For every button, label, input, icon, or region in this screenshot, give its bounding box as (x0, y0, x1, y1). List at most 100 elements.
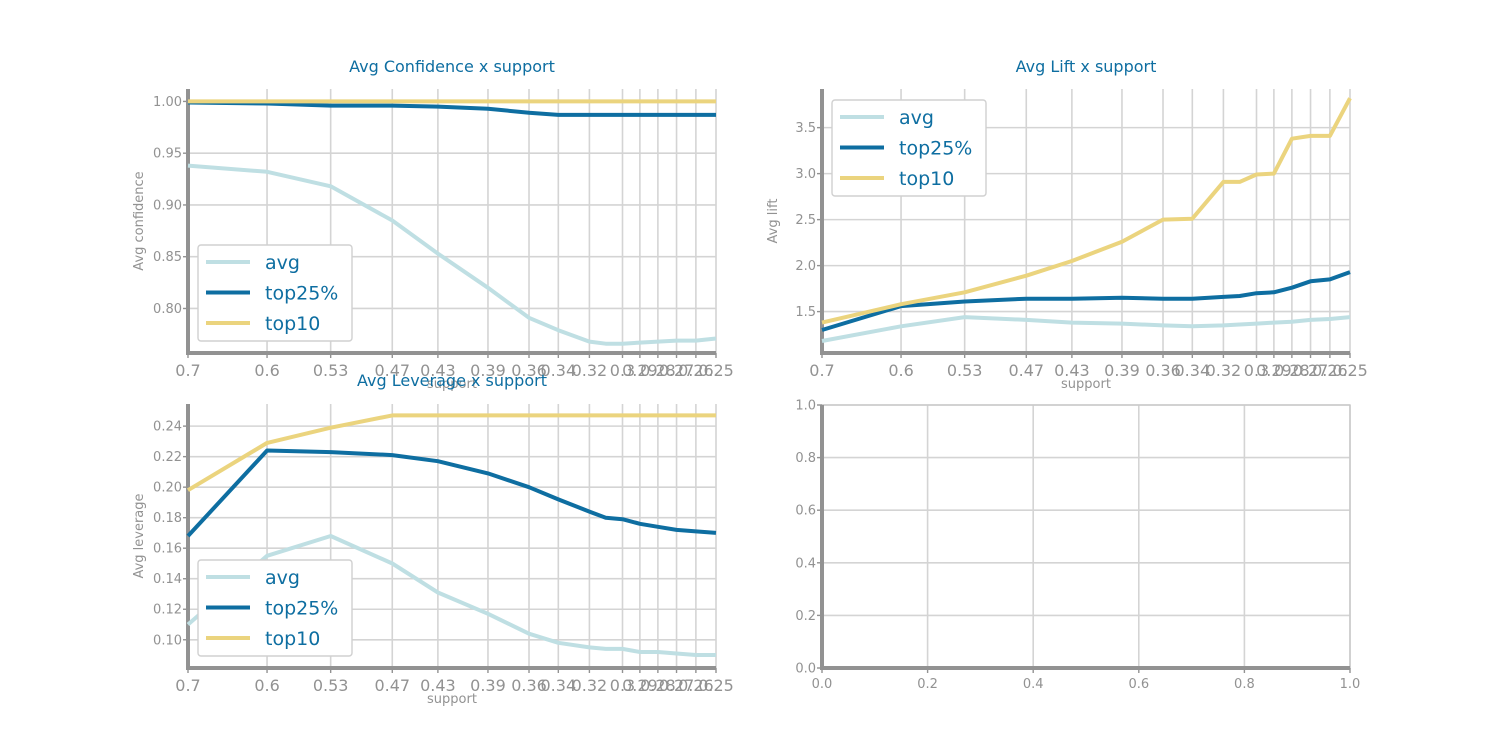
x-tick-label: 0.27 (1293, 361, 1329, 380)
x-tick-label: 0.3 (1244, 361, 1269, 380)
x-tick-label: 0.3 (610, 361, 635, 380)
legend-label: top25% (265, 283, 338, 305)
x-tick-label: 0.2 (917, 677, 938, 692)
x-tick-label: 0.26 (678, 361, 714, 380)
y-axis-label: Avg leverage (132, 493, 147, 578)
y-tick-label: 0.2 (795, 609, 816, 624)
chart-title: Avg Confidence x support (349, 57, 555, 76)
y-tick-label: 0.18 (153, 511, 182, 526)
x-tick-label: 0.39 (470, 676, 506, 695)
gridlines (187, 89, 717, 353)
chart-empty: 0.0 0.2 0.4 0.6 0.8 1.0 0.0 0.2 0.4 0.6 0.8 1.0 (795, 399, 1360, 693)
chart-title: Avg Lift x support (1016, 57, 1157, 76)
y-tick-label: 3.0 (795, 167, 816, 182)
x-axis-label: support (427, 377, 477, 392)
y-axis-label: Avg confidence (132, 171, 147, 270)
x-tick-label: 0.7 (809, 361, 834, 380)
x-tick-label: 0.43 (1054, 361, 1090, 380)
y-tick-label: 3.5 (795, 121, 816, 136)
y-tick-label: 0.10 (153, 633, 182, 648)
legend-frame (831, 99, 987, 197)
x-tick-label: 0.28 (640, 361, 676, 380)
x-tick-label: 0.32 (572, 361, 608, 380)
legend-frame (197, 244, 353, 342)
legend-label: avg (899, 107, 934, 129)
y-tick-label: 0.8 (795, 451, 816, 466)
series-line-top10 (186, 413, 716, 492)
y-tick-label: 0.16 (153, 542, 182, 557)
x-tick-label: 0.36 (1145, 361, 1181, 380)
y-tick-label: 0.22 (153, 450, 182, 465)
x-tick-label: 0.39 (1104, 361, 1140, 380)
x-tick-label: 0.34 (1175, 361, 1211, 380)
y-tick-label: 0.90 (153, 198, 182, 213)
gridlines (821, 404, 1351, 669)
y-tick-label: 1.5 (795, 305, 816, 320)
x-tick-label: 0.43 (420, 361, 456, 380)
x-tick-label: 1.0 (1340, 677, 1361, 692)
chart-leverage: 0.10 0.12 0.14 0.16 0.18 0.20 0.22 0.24 0.7 0.6 0.… (132, 371, 734, 707)
x-tick-label: 0.28 (640, 676, 676, 695)
y-tick-label: 0.20 (153, 481, 182, 496)
x-tick-label: 0.8 (1234, 677, 1255, 692)
x-tick-label: 0.6 (1128, 677, 1149, 692)
x-tick-label: 0.53 (947, 361, 983, 380)
series-line-top25pct (821, 270, 1351, 332)
x-tick-label: 0.6 (254, 361, 279, 380)
x-tick-label: 0.36 (511, 361, 547, 380)
x-tick-label: 0.6 (888, 361, 913, 380)
x-tick-label: 0.25 (1332, 361, 1368, 380)
x-tick-label: 0.27 (659, 676, 695, 695)
x-tick-label: 0.53 (313, 676, 349, 695)
x-tick-label: 0.0 (812, 677, 833, 692)
legend: avg top25% top10 (197, 559, 353, 657)
y-tick-label: 0.4 (795, 556, 816, 571)
legend: avg top25% top10 (831, 99, 987, 197)
x-tick-label: 0.3 (610, 676, 635, 695)
chart-confidence: 0.80 0.85 0.90 0.95 1.00 0.7 0.6 0.53 0.47 0.43 0.… (132, 57, 734, 392)
series-line-avg (187, 163, 717, 346)
y-tick-label: 1.0 (795, 399, 816, 414)
legend-frame (197, 559, 353, 657)
legend-label: avg (265, 567, 300, 589)
legend-label: avg (265, 252, 300, 274)
series-line-top25pct (186, 448, 717, 538)
plot-frame (821, 404, 1351, 669)
x-tick-label: 0.25 (698, 676, 734, 695)
x-tick-label: 0.43 (420, 676, 456, 695)
series-line-top10 (821, 97, 1352, 325)
chart-lift: 1.5 2.0 2.5 3.0 3.5 0.7 0.6 0.53 0.47 0.43 0.39 0.3… (766, 57, 1368, 392)
x-tick-label: 0.7 (175, 361, 200, 380)
y-tick-label: 0.12 (153, 603, 182, 618)
chart-title: Avg Leverage x support (357, 371, 547, 390)
x-tick-label: 0.34 (541, 676, 577, 695)
y-axis-label: Avg lift (766, 199, 781, 244)
series-line-top25pct (187, 100, 716, 117)
legend: avg top25% top10 (197, 244, 353, 342)
y-tick-label: 2.5 (795, 213, 816, 228)
x-tick-label: 0.39 (470, 361, 506, 380)
legend-label: top10 (899, 168, 954, 190)
legend-label: top25% (899, 138, 972, 160)
y-tick-label: 0.80 (153, 302, 182, 317)
y-tick-label: 0.6 (795, 504, 816, 519)
x-tick-label: 0.34 (541, 361, 577, 380)
x-tick-label: 0.4 (1023, 677, 1044, 692)
series-line-avg (821, 315, 1351, 343)
x-tick-label: 0.7 (175, 676, 200, 695)
x-tick-label: 0.29 (1256, 361, 1292, 380)
x-tick-label: 0.53 (313, 361, 349, 380)
series-line-avg (186, 534, 716, 657)
x-tick-label: 0.25 (698, 361, 734, 380)
x-tick-label: 0.29 (622, 676, 658, 695)
x-tick-label: 0.36 (511, 676, 547, 695)
y-tick-label: 2.0 (795, 259, 816, 274)
legend-label: top25% (265, 598, 338, 620)
x-axis-label: support (427, 692, 477, 707)
y-tick-label: 0.14 (153, 572, 182, 587)
x-tick-label: 0.27 (659, 361, 695, 380)
y-tick-label: 0.0 (795, 662, 816, 677)
x-tick-label: 0.28 (1274, 361, 1310, 380)
x-tick-label: 0.47 (374, 361, 410, 380)
